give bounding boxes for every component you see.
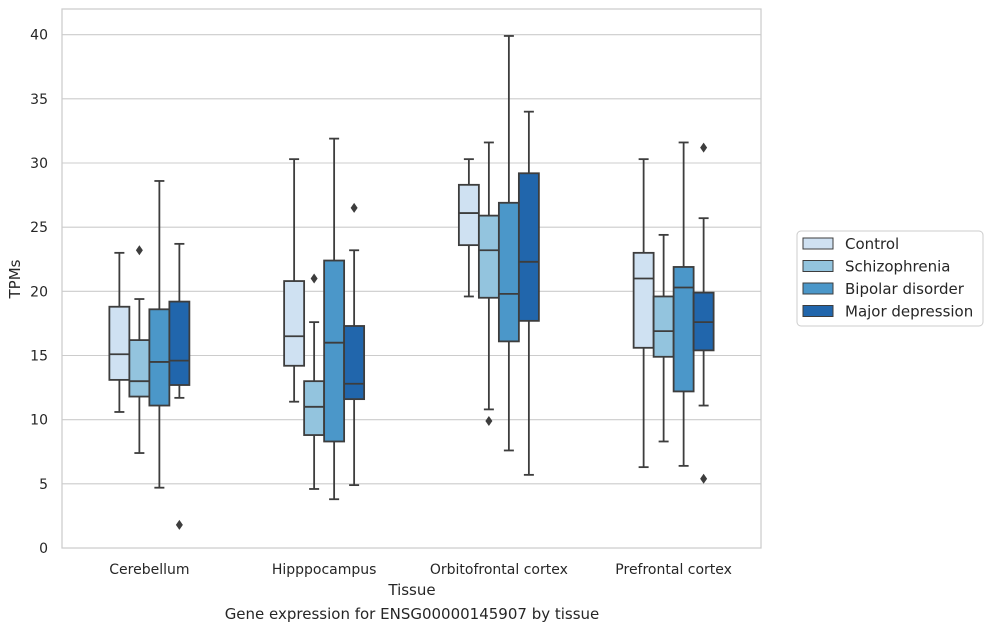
box-1-3	[343, 202, 366, 487]
box-0-2	[148, 180, 171, 489]
outlier-point	[350, 202, 358, 213]
plot-area-frame	[61, 8, 762, 549]
y-tick-label: 35	[30, 92, 48, 108]
outlier-point	[310, 273, 318, 284]
iqr-box	[148, 308, 171, 407]
chart-caption: Gene expression for ENSG00000145907 by t…	[224, 605, 600, 623]
outlier-point	[700, 142, 708, 153]
iqr-box	[517, 172, 540, 322]
box-3-3	[692, 142, 715, 484]
legend-swatch	[802, 237, 834, 250]
box-3-0	[632, 158, 655, 469]
x-tick-label: Prefrontal cortex	[615, 562, 732, 578]
y-tick-label: 30	[30, 156, 48, 172]
box-3-1	[652, 233, 675, 443]
legend-label: Major depression	[845, 303, 973, 321]
y-tick-labels: 0 5 10 15 20 25 30 35 40	[30, 28, 48, 557]
iqr-box	[108, 305, 131, 381]
y-tick-label: 20	[30, 284, 48, 300]
y-tick-label: 25	[30, 220, 48, 236]
outlier-point	[485, 415, 493, 426]
legend-label: Control	[845, 235, 899, 253]
x-tick-labels: Cerebellum Hipppocampus Orbitofrontal cort…	[109, 562, 732, 578]
iqr-box	[128, 339, 151, 398]
iqr-box	[632, 251, 655, 349]
iqr-box	[323, 259, 346, 443]
legend-swatch	[802, 305, 834, 317]
iqr-box	[283, 280, 306, 367]
y-tick-label: 15	[30, 349, 48, 365]
box-0-3	[168, 242, 191, 530]
iqr-box	[497, 201, 520, 343]
x-tick-label: Cerebellum	[109, 562, 189, 578]
y-grid-lines	[62, 34, 761, 549]
y-tick-label: 0	[39, 541, 48, 557]
iqr-box	[672, 266, 695, 393]
iqr-box	[168, 300, 191, 386]
box-0-0	[108, 251, 131, 413]
box-1-1	[303, 273, 326, 490]
y-tick-label: 10	[30, 413, 48, 429]
legend: Control Schizophrenia Bipolar disorder Majo…	[796, 230, 984, 327]
y-tick-label: 5	[39, 477, 48, 493]
y-axis-title: TPMs	[6, 259, 24, 299]
iqr-box	[457, 183, 480, 247]
iqr-box	[343, 325, 366, 401]
outlier-point	[175, 519, 183, 530]
iqr-box	[303, 380, 326, 436]
box-2-1	[477, 141, 500, 426]
legend-swatch	[802, 282, 834, 295]
x-tick-label: Orbitofrontal cortex	[430, 562, 568, 578]
outlier-point	[700, 473, 708, 484]
x-tick-label: Hipppocampus	[272, 562, 377, 578]
x-axis-title: Tissue	[387, 581, 435, 599]
iqr-box	[477, 214, 500, 299]
box-3-2	[672, 141, 695, 467]
outlier-point	[135, 245, 143, 256]
box-2-0	[457, 158, 480, 298]
legend-label: Schizophrenia	[845, 258, 950, 276]
box-plot-series	[108, 35, 715, 530]
legend-frame	[796, 230, 984, 327]
box-2-3	[517, 110, 540, 476]
box-0-1	[128, 245, 151, 454]
iqr-box	[652, 295, 675, 358]
box-1-2	[323, 137, 346, 501]
legend-swatch	[802, 260, 834, 272]
legend-label: Bipolar disorder	[845, 280, 965, 298]
y-tick-label: 40	[30, 28, 48, 44]
box-2-2	[497, 35, 520, 452]
box-1-0	[283, 158, 306, 403]
